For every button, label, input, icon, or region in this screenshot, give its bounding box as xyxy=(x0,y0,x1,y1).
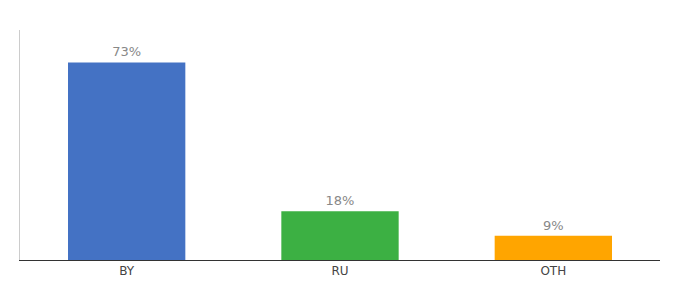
svg-text:RU: RU xyxy=(331,264,348,278)
svg-text:9%: 9% xyxy=(543,218,564,233)
svg-text:73%: 73% xyxy=(112,44,141,59)
svg-text:OTH: OTH xyxy=(540,264,566,278)
svg-text:BY: BY xyxy=(119,264,135,278)
svg-text:18%: 18% xyxy=(326,193,355,208)
